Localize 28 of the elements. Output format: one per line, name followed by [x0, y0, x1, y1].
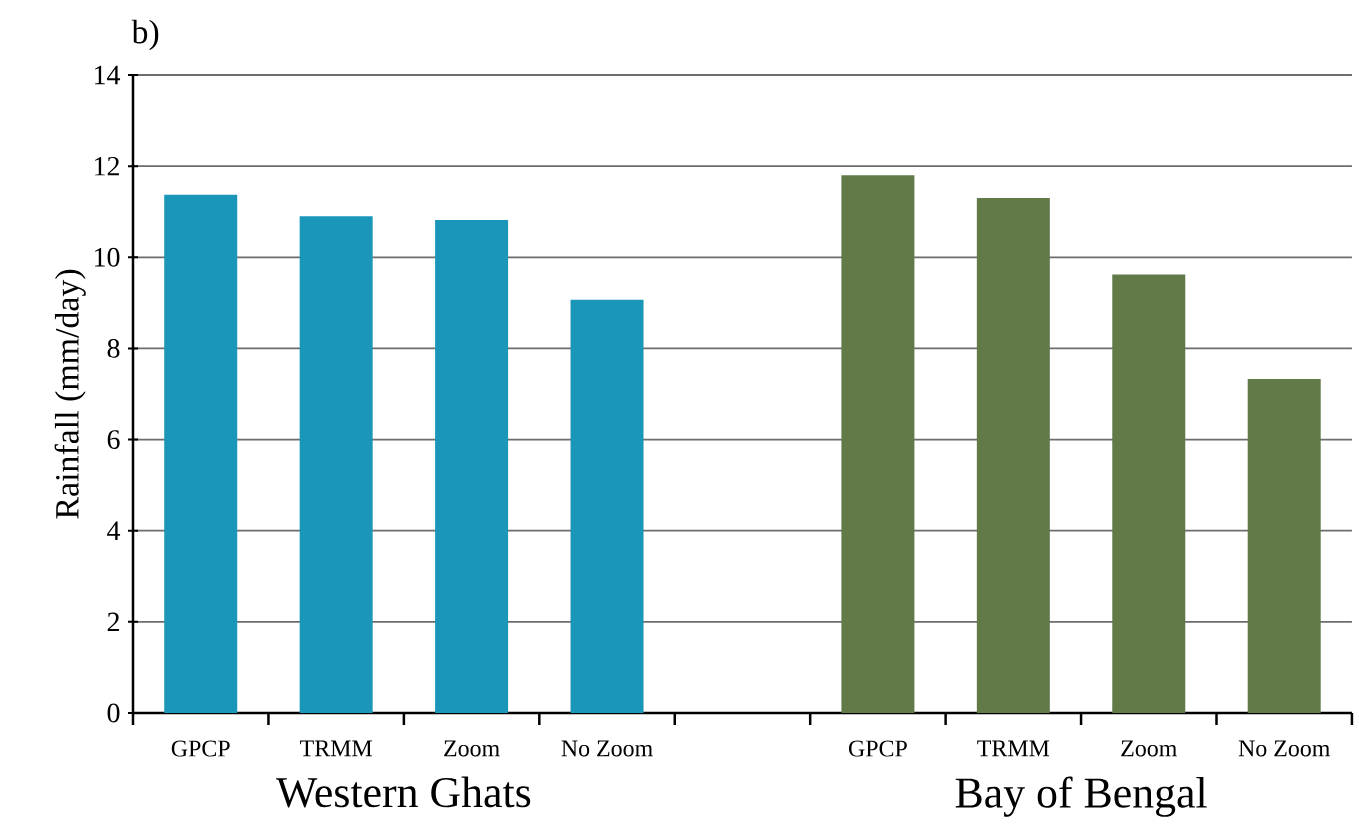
y-tick-label: 12	[95, 156, 119, 176]
y-axis-title: Rainfall (mm/day)	[54, 269, 86, 519]
text: Bay of Bengal	[955, 776, 1207, 817]
bar	[164, 194, 238, 713]
y-tick-label: 10	[95, 247, 120, 267]
text: b)	[131, 19, 159, 51]
bar	[1112, 274, 1186, 713]
bar	[976, 198, 1050, 713]
y-tick-label: 0	[107, 703, 120, 723]
x-tick-label: No Zoom	[1238, 740, 1330, 757]
y-tick-label: 8	[107, 339, 120, 358]
bar	[299, 216, 373, 713]
x-tick-label: GPCP	[848, 740, 907, 757]
x-tick-label: No Zoom	[561, 740, 653, 757]
y-tick-label: 4	[107, 521, 121, 540]
x-tick-label: GPCP	[171, 740, 230, 757]
text: Western Ghats	[276, 776, 531, 808]
x-tick-label: TRMM	[300, 740, 372, 757]
x-tick-label: Zoom	[1121, 740, 1177, 757]
y-tick-label: 14	[95, 65, 121, 85]
bar	[841, 175, 915, 713]
x-tick-label: Zoom	[444, 740, 500, 757]
bar	[1247, 378, 1321, 713]
bar	[435, 219, 509, 713]
x-tick-label: TRMM	[977, 740, 1050, 757]
y-tick-label: 2	[107, 612, 119, 632]
y-tick-label: 6	[107, 430, 120, 449]
bar	[570, 299, 644, 713]
